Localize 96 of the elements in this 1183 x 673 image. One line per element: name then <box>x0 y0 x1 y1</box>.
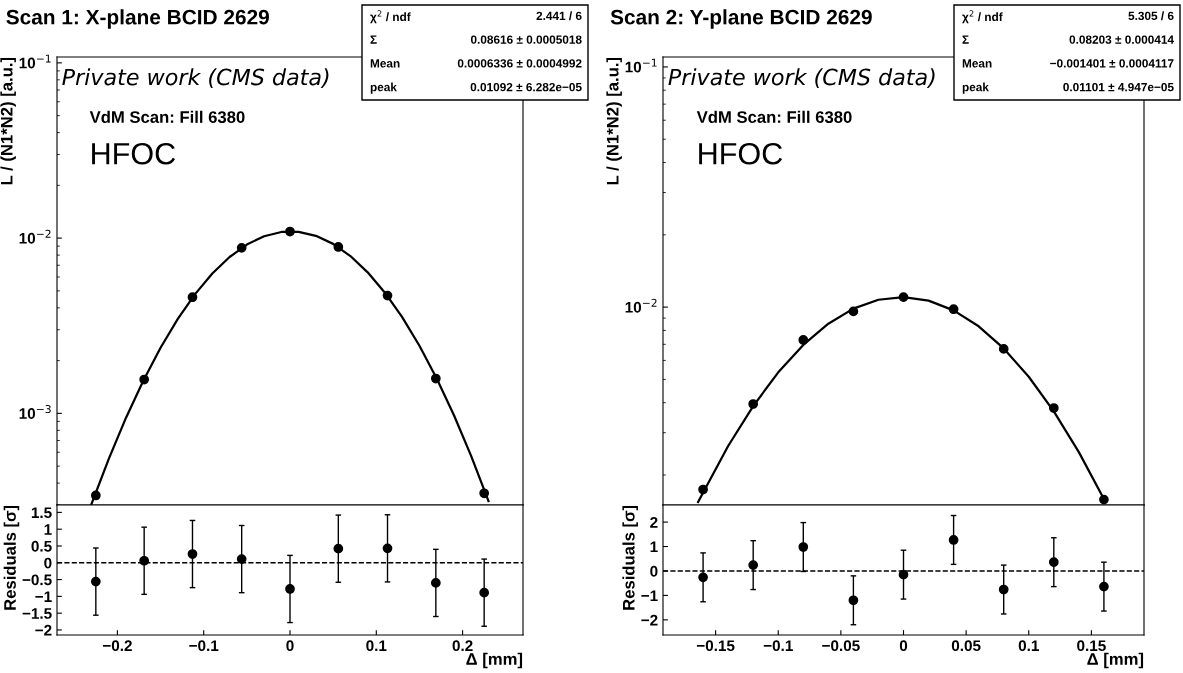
point <box>187 549 198 559</box>
point <box>430 373 441 384</box>
y-tick-label: −1 <box>641 590 658 601</box>
point <box>382 290 393 301</box>
chart-title: Scan 1: X-plane BCID 2629 <box>6 9 269 29</box>
y-axis-title: Residuals [σ] <box>3 505 20 610</box>
x-tick-label: 0 <box>286 640 294 652</box>
point <box>998 344 1009 354</box>
x-tick-label: −0.05 <box>822 640 860 652</box>
point <box>187 292 198 303</box>
point <box>998 584 1009 595</box>
y-tick-label: −0.5 <box>22 574 52 586</box>
annotation: Mean <box>962 59 992 68</box>
point <box>948 535 959 545</box>
text: 5.305 / 6 <box>1128 11 1174 21</box>
y-tick-label: 2 <box>650 516 658 528</box>
y-tick-label: 0.5 <box>31 540 52 552</box>
annotation: HFOC <box>699 142 783 165</box>
x-tick-label: −0.1 <box>189 640 219 652</box>
chart-title: Scan 2: Y-plane BCID 2629 <box>610 9 872 29</box>
x-axis-title: Δ [mm] <box>466 652 523 669</box>
y-tick-label: −2 <box>641 614 658 626</box>
y-axis-title: Residuals [σ] <box>622 505 638 610</box>
point <box>479 488 490 499</box>
point <box>1048 557 1059 568</box>
annotation: 0.01092 ± 6.282e−05 <box>470 82 582 92</box>
x-axis-title: Δ [mm] <box>1087 652 1144 669</box>
text: Σ <box>962 35 969 44</box>
point <box>1099 581 1109 592</box>
y-tick-label: 1 <box>44 524 52 535</box>
y-tick-label: 1 <box>650 541 658 553</box>
point <box>333 543 344 554</box>
point <box>1048 403 1059 413</box>
annotation: HFOC <box>92 142 176 165</box>
point <box>1099 494 1109 505</box>
annotation: VdM Scan: Fill 6380 <box>696 110 852 124</box>
point <box>848 595 859 606</box>
point <box>748 399 759 409</box>
point <box>333 242 344 252</box>
annotation: 0.01101 ± 4.947e−05 <box>1063 82 1174 92</box>
point <box>236 554 247 564</box>
x-tick-label: 0.2 <box>452 640 473 652</box>
point <box>430 578 441 588</box>
point <box>848 306 859 317</box>
point <box>748 560 759 570</box>
annotation: Mean <box>370 59 400 68</box>
x-tick-label: 0.15 <box>1077 640 1106 652</box>
point <box>285 226 295 237</box>
y-tick-label: −1.5 <box>22 608 52 619</box>
y-tick-label: 0 <box>44 557 52 569</box>
x-tick-label: 0 <box>899 640 908 652</box>
text: χ$^{2}$ / ndf <box>962 10 1003 24</box>
y-tick-label: 1.5 <box>31 507 52 519</box>
point <box>698 572 708 583</box>
annotation: peak <box>370 82 397 94</box>
point <box>898 292 909 303</box>
x-tick-label: −0.15 <box>696 640 735 652</box>
point <box>798 542 809 552</box>
y-tick-label: −2 <box>35 624 52 636</box>
point <box>382 543 393 554</box>
text: 0.08616 ± 0.0005018 <box>470 35 582 44</box>
point <box>139 374 150 385</box>
annotation: 0.0006336 ± 0.0004992 <box>457 59 582 68</box>
point <box>948 304 959 315</box>
x-tick-label: −0.1 <box>763 640 793 652</box>
y-tick-label: 10$^{−1}$ <box>19 54 51 69</box>
point <box>90 490 101 501</box>
point <box>479 587 490 598</box>
y-tick-label: 10$^{−1}$ <box>625 58 657 73</box>
annotation: peak <box>962 82 989 94</box>
y-tick-label: 10$^{−2}$ <box>19 229 51 244</box>
annotation: −0.001401 ± 0.0004117 <box>1050 59 1174 68</box>
text: 2.441 / 6 <box>536 11 582 21</box>
text: 0.08203 ± 0.000414 <box>1069 35 1174 44</box>
point <box>698 484 708 495</box>
x-tick-label: −0.2 <box>102 640 132 652</box>
point <box>898 569 909 580</box>
annotation: Private work (CMS data) <box>62 68 329 89</box>
x-tick-label: 0.1 <box>1018 640 1039 652</box>
point <box>798 335 809 345</box>
text: χ$^{2}$ / ndf <box>370 10 411 24</box>
x-tick-label: 0.1 <box>366 640 387 652</box>
annotation: Private work (CMS data) <box>668 68 935 89</box>
x-tick-label: 0.05 <box>951 640 981 652</box>
y-tick-label: −1 <box>35 591 52 602</box>
point <box>285 584 295 594</box>
y-tick-label: 0 <box>650 565 658 577</box>
point <box>139 555 150 566</box>
point <box>236 242 247 253</box>
y-axis-title: L / (N1*N2) [a.u.] <box>606 57 622 185</box>
y-axis-title: L / (N1*N2) [a.u.] <box>0 57 16 185</box>
annotation: VdM Scan: Fill 6380 <box>89 110 245 124</box>
text: Σ <box>370 35 377 44</box>
y-tick-label: 10$^{−3}$ <box>19 405 51 419</box>
point <box>90 576 101 587</box>
y-tick-label: 10$^{−2}$ <box>625 298 657 313</box>
